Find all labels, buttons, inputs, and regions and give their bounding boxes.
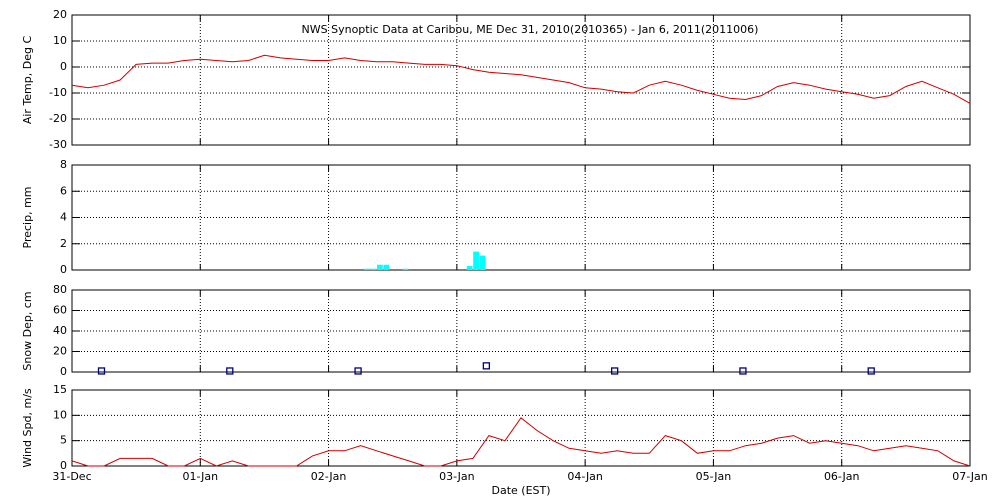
y-tick-label: 6 bbox=[60, 184, 67, 197]
y-tick-label: 20 bbox=[53, 8, 67, 21]
bar bbox=[473, 251, 479, 270]
bar bbox=[479, 255, 486, 270]
plot-frame bbox=[71, 389, 971, 467]
y-tick-label: -30 bbox=[49, 138, 67, 151]
y-tick-label: -20 bbox=[49, 112, 67, 125]
point bbox=[226, 367, 234, 375]
point bbox=[97, 367, 106, 375]
point bbox=[482, 362, 491, 370]
bar bbox=[383, 264, 390, 270]
x-tick-label: 05-Jan bbox=[696, 470, 732, 483]
bar bbox=[370, 268, 377, 270]
x-tick-label: 07-Jan bbox=[952, 470, 988, 483]
plot-frame bbox=[71, 164, 971, 271]
y-tick-label: 0 bbox=[60, 263, 67, 276]
x-tick-label: 01-Jan bbox=[183, 470, 219, 483]
data-line bbox=[71, 417, 971, 467]
y-tick-label: 0 bbox=[60, 459, 67, 472]
y-tick-label: 8 bbox=[60, 158, 67, 171]
y-tick-label: 4 bbox=[60, 211, 67, 224]
y-tick-label: 0 bbox=[60, 60, 67, 73]
y-tick-label: 15 bbox=[53, 383, 67, 396]
bar bbox=[466, 266, 473, 270]
y-tick-label: 10 bbox=[53, 408, 67, 421]
x-axis-label: Date (EST) bbox=[491, 484, 550, 497]
y-axis-label: Air Temp, Deg C bbox=[21, 36, 34, 125]
chart-title: NWS Synoptic Data at Caribou, ME Dec 31,… bbox=[302, 23, 759, 36]
point bbox=[867, 367, 875, 375]
y-tick-label: 5 bbox=[60, 434, 67, 447]
y-tick-label: 0 bbox=[60, 365, 67, 378]
x-tick-label: 06-Jan bbox=[824, 470, 860, 483]
y-tick-label: 60 bbox=[53, 304, 67, 317]
plot-frame bbox=[71, 14, 971, 146]
y-tick-label: 20 bbox=[53, 345, 67, 358]
plot-frame bbox=[71, 289, 971, 373]
bar bbox=[364, 268, 370, 270]
x-tick-label: 31-Dec bbox=[52, 470, 91, 483]
x-tick-label: 04-Jan bbox=[567, 470, 603, 483]
point bbox=[354, 367, 362, 375]
y-axis-label: Wind Spd, m/s bbox=[21, 388, 34, 468]
point bbox=[610, 367, 619, 375]
y-tick-label: -10 bbox=[49, 86, 67, 99]
x-tick-label: 03-Jan bbox=[439, 470, 475, 483]
data-line bbox=[71, 54, 971, 104]
y-tick-label: 40 bbox=[53, 324, 67, 337]
bar bbox=[376, 264, 383, 270]
point bbox=[739, 367, 747, 375]
y-tick-label: 10 bbox=[53, 34, 67, 47]
y-axis-label: Snow Dep, cm bbox=[21, 291, 34, 370]
y-tick-label: 80 bbox=[53, 283, 67, 296]
bar bbox=[402, 268, 409, 270]
x-tick-label: 02-Jan bbox=[311, 470, 347, 483]
y-axis-label: Precip, mm bbox=[21, 187, 34, 249]
y-tick-label: 2 bbox=[60, 237, 67, 250]
